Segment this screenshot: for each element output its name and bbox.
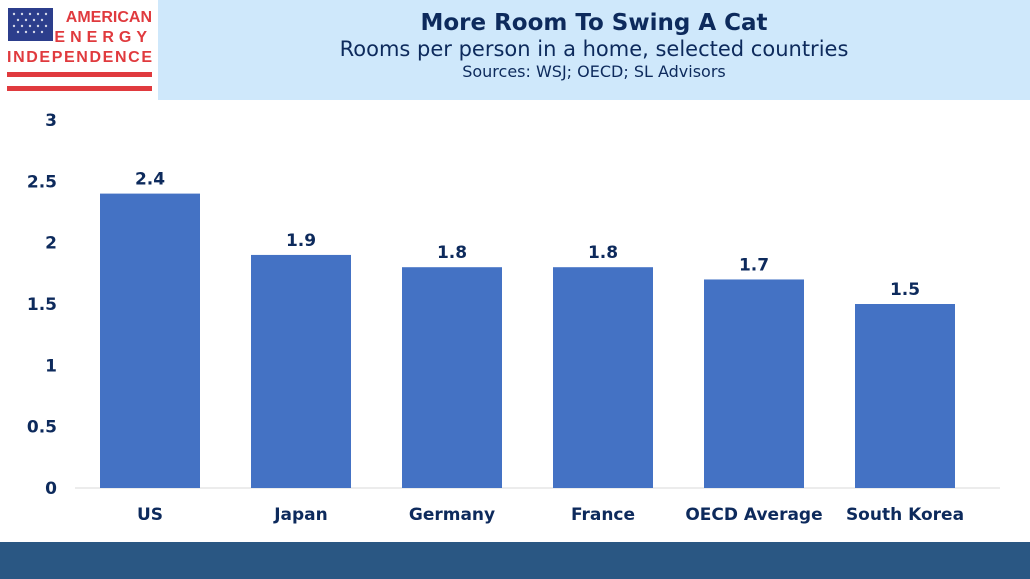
logo-text-american: AMERICAN — [66, 9, 152, 26]
bar — [402, 267, 502, 488]
y-tick-label: 1 — [45, 356, 57, 376]
data-label: 1.9 — [286, 231, 316, 251]
data-label: 1.8 — [437, 243, 467, 263]
bar — [251, 254, 351, 488]
x-category-label: Japan — [273, 505, 328, 525]
logo: AMERICAN ENERGY INDEPENDENCE — [6, 6, 154, 96]
bar — [855, 304, 955, 488]
data-label: 2.4 — [135, 170, 165, 190]
x-category-label: France — [571, 505, 635, 525]
y-tick-label: 2 — [45, 234, 57, 254]
chart-title: More Room To Swing A Cat — [420, 10, 768, 36]
bar — [704, 279, 804, 488]
american-energy-independence-logo: AMERICAN ENERGY INDEPENDENCE — [7, 8, 152, 91]
chart-header: More Room To Swing A Cat Rooms per perso… — [158, 0, 1030, 100]
data-label: 1.8 — [588, 243, 618, 263]
x-category-label: South Korea — [846, 505, 964, 525]
logo-text-energy: ENERGY — [54, 29, 152, 46]
data-label: 1.7 — [739, 255, 769, 275]
footer-bar — [0, 542, 1030, 579]
x-category-label: OECD Average — [685, 505, 822, 525]
y-tick-label: 1.5 — [27, 295, 57, 315]
x-category-label: Germany — [409, 505, 495, 525]
bar — [553, 267, 653, 488]
chart-subtitle: Rooms per person in a home, selected cou… — [339, 37, 849, 61]
y-tick-label: 3 — [45, 111, 57, 131]
data-label: 1.5 — [890, 280, 920, 300]
bar — [100, 193, 200, 488]
chart-sources: Sources: WSJ; OECD; SL Advisors — [462, 62, 726, 81]
logo-text-independence: INDEPENDENCE — [7, 49, 152, 66]
y-tick-label: 2.5 — [27, 172, 57, 192]
y-tick-label: 0.5 — [27, 418, 57, 438]
x-category-label: US — [137, 505, 163, 525]
y-tick-label: 0 — [45, 479, 57, 499]
